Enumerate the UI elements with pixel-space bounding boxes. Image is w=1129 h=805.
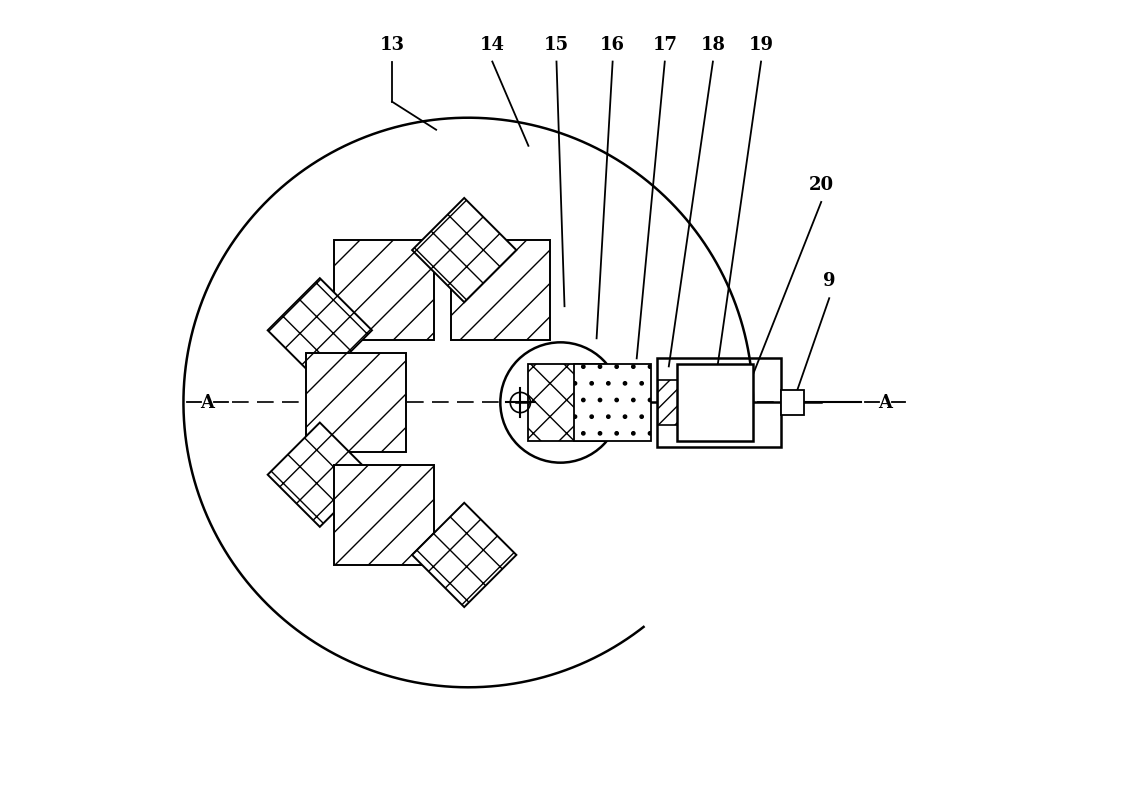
Text: 16: 16: [601, 35, 625, 54]
Polygon shape: [575, 364, 651, 441]
Text: 20: 20: [808, 176, 834, 194]
Polygon shape: [268, 279, 371, 382]
Text: 15: 15: [544, 35, 569, 54]
Polygon shape: [450, 241, 550, 340]
Polygon shape: [183, 118, 753, 687]
Text: 9: 9: [823, 272, 835, 290]
Polygon shape: [334, 241, 434, 340]
Polygon shape: [412, 198, 516, 302]
Polygon shape: [658, 380, 703, 425]
Polygon shape: [527, 364, 605, 441]
Polygon shape: [306, 353, 405, 452]
Text: 17: 17: [653, 35, 677, 54]
Polygon shape: [334, 465, 434, 564]
Bar: [781, 390, 804, 415]
Bar: [657, 358, 781, 447]
Bar: [676, 365, 753, 440]
Text: 18: 18: [700, 35, 726, 54]
Text: 19: 19: [749, 35, 773, 54]
Polygon shape: [412, 503, 516, 607]
Text: 14: 14: [480, 35, 505, 54]
Text: A: A: [201, 394, 215, 411]
Polygon shape: [268, 423, 371, 526]
Text: A: A: [878, 394, 892, 411]
Text: 13: 13: [379, 35, 404, 54]
